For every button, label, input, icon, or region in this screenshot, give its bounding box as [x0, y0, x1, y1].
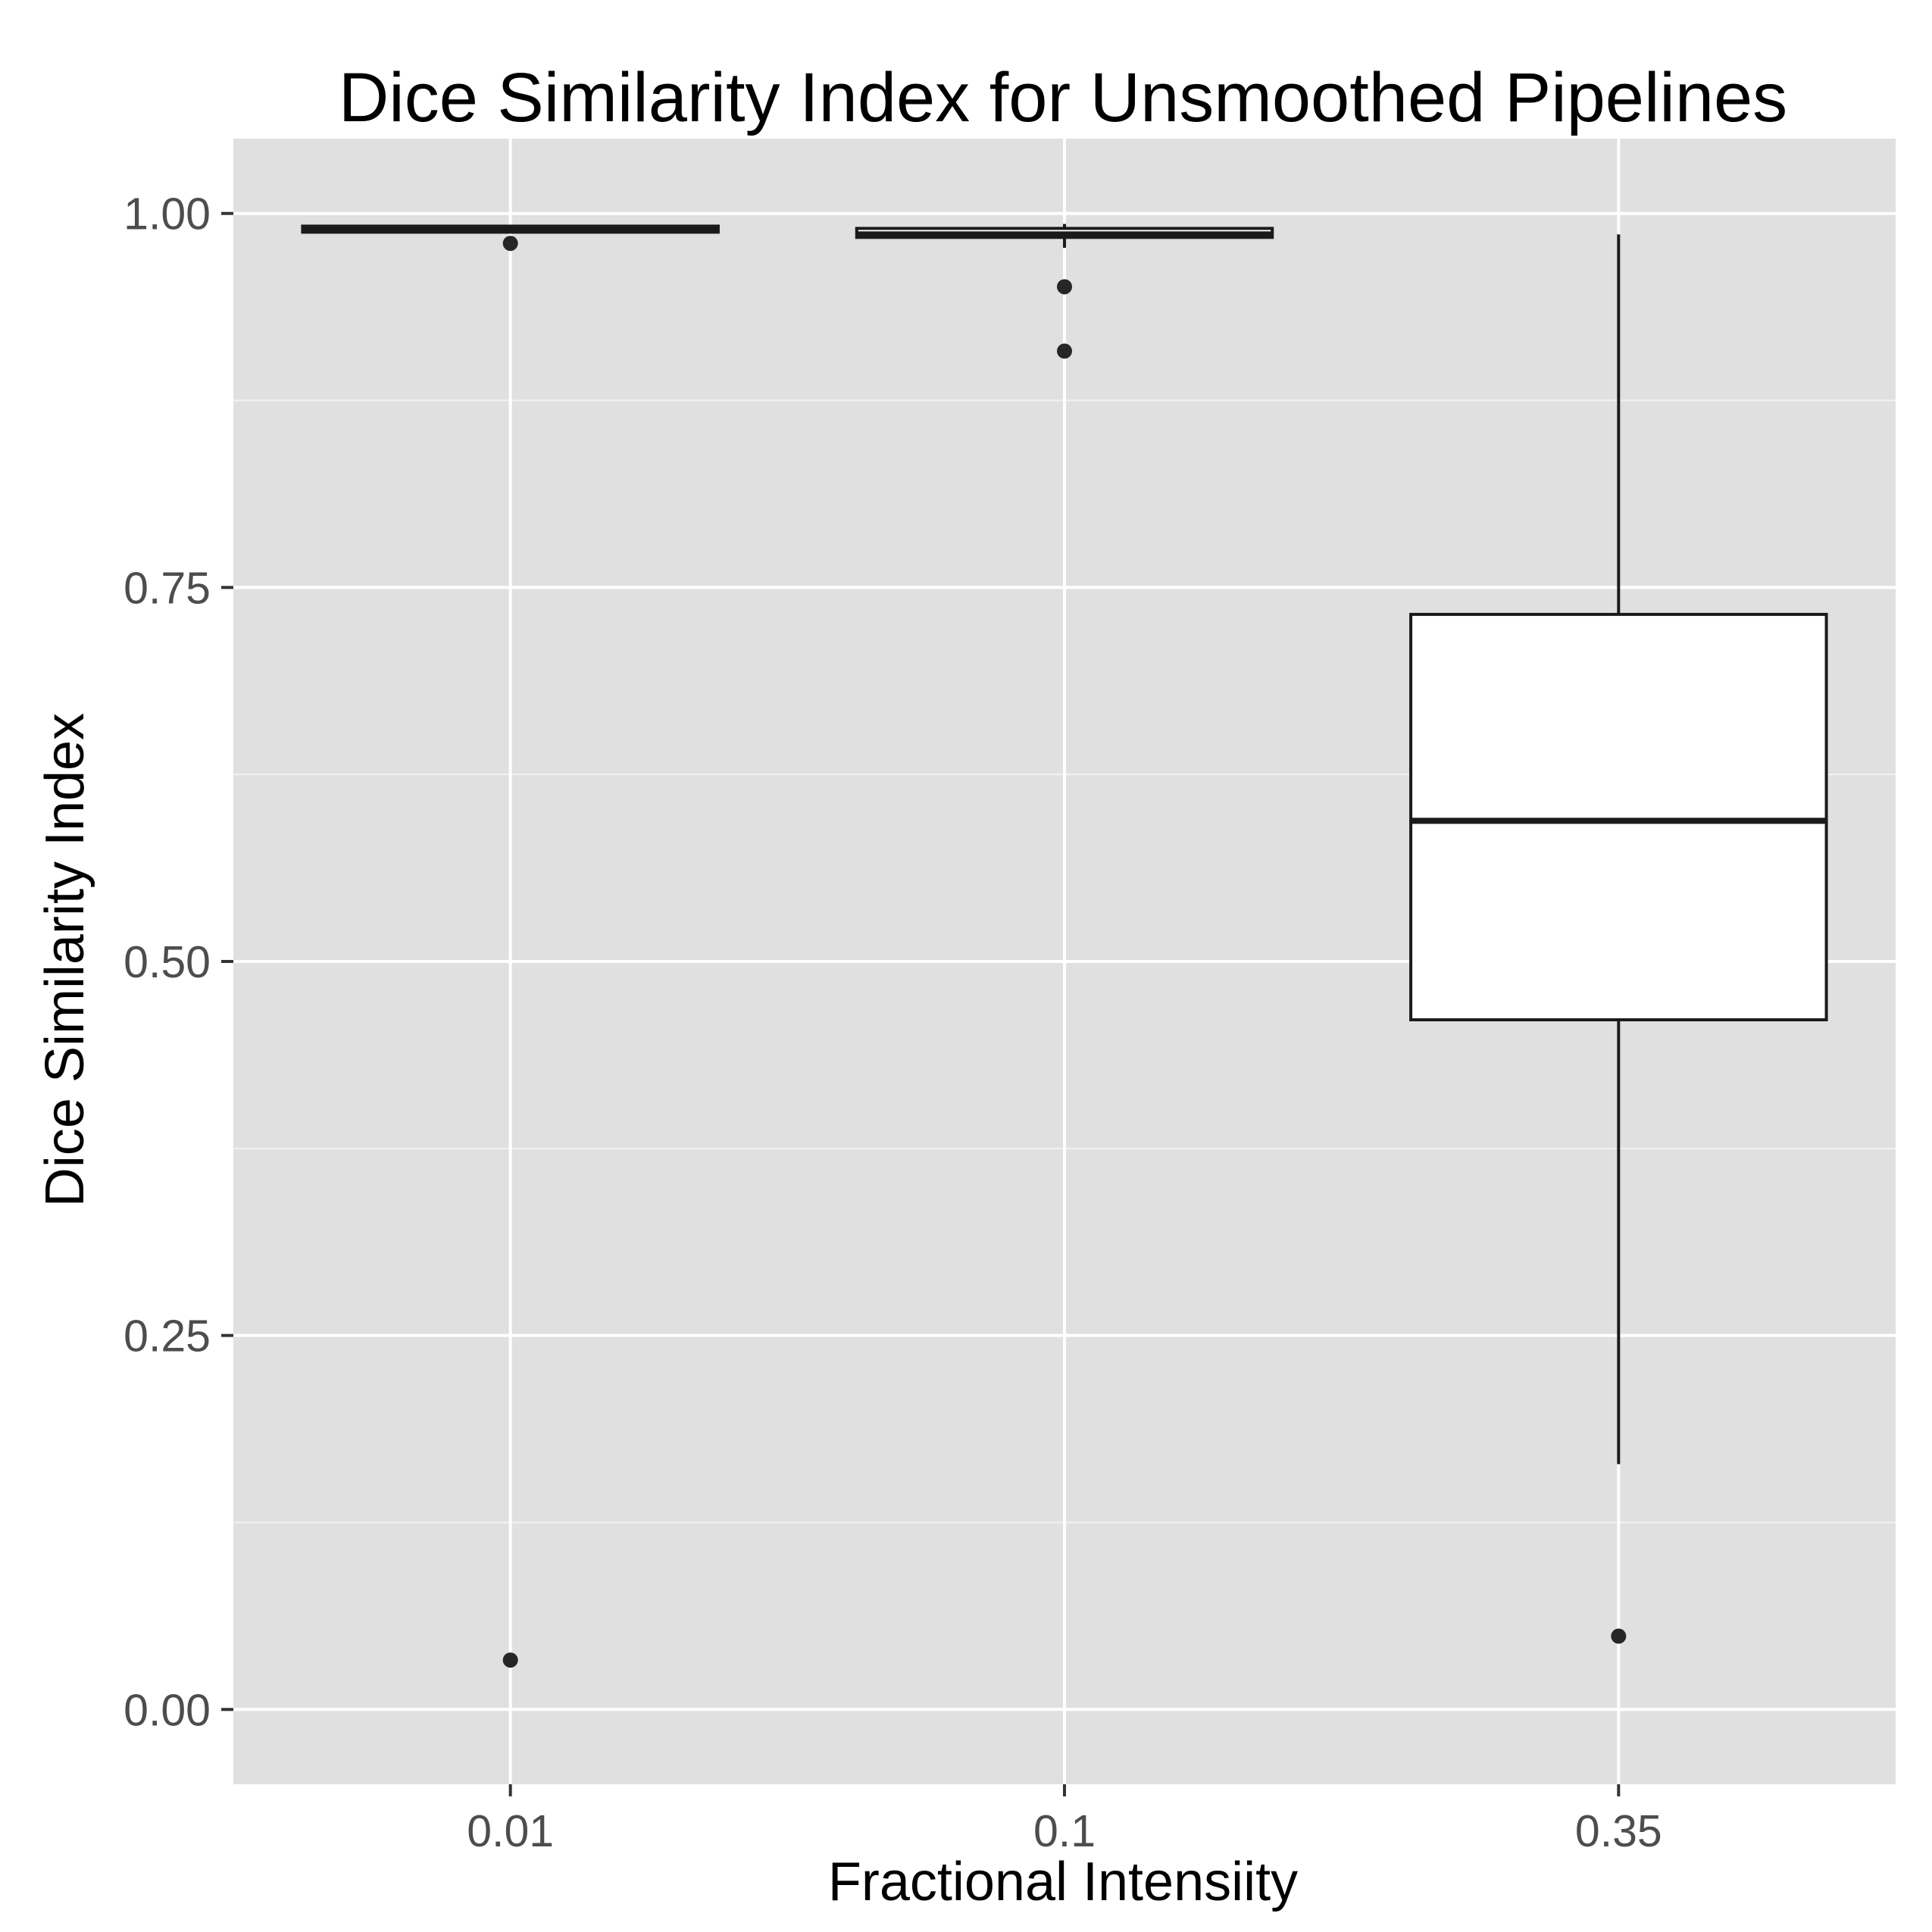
y-tick-label: 0.75: [123, 563, 211, 613]
outlier-point: [1057, 343, 1072, 359]
box-group: [301, 224, 720, 1668]
box-series: [301, 224, 1828, 1668]
x-tick-label: 0.1: [1033, 1806, 1096, 1856]
y-tick-label: 0.00: [123, 1685, 211, 1735]
chart-title: Dice Similarity Index for Unsmoothed Pip…: [339, 59, 1787, 136]
outlier-point: [1611, 1628, 1627, 1644]
box-iqr: [1409, 612, 1828, 1022]
y-tick-label: 0.50: [123, 937, 211, 987]
outlier-point: [502, 236, 518, 252]
y-tick-label: 0.25: [123, 1311, 211, 1361]
outlier-point: [1057, 279, 1072, 295]
outlier-point: [502, 1652, 518, 1668]
y-tick-label: 1.00: [123, 189, 211, 239]
x-axis-label: Fractional Intensiity: [828, 1852, 1298, 1912]
y-axis-label: Dice Similarity Index: [35, 713, 95, 1207]
y-axis: 0.00 0.25 0.50 0.75 1.00: [123, 189, 233, 1735]
box-group: [1409, 234, 1828, 1644]
x-tick-label: 0.01: [467, 1806, 554, 1856]
x-axis: 0.01 0.1 0.35: [467, 1784, 1662, 1856]
box-group: [855, 224, 1274, 359]
x-tick-label: 0.35: [1575, 1806, 1662, 1856]
